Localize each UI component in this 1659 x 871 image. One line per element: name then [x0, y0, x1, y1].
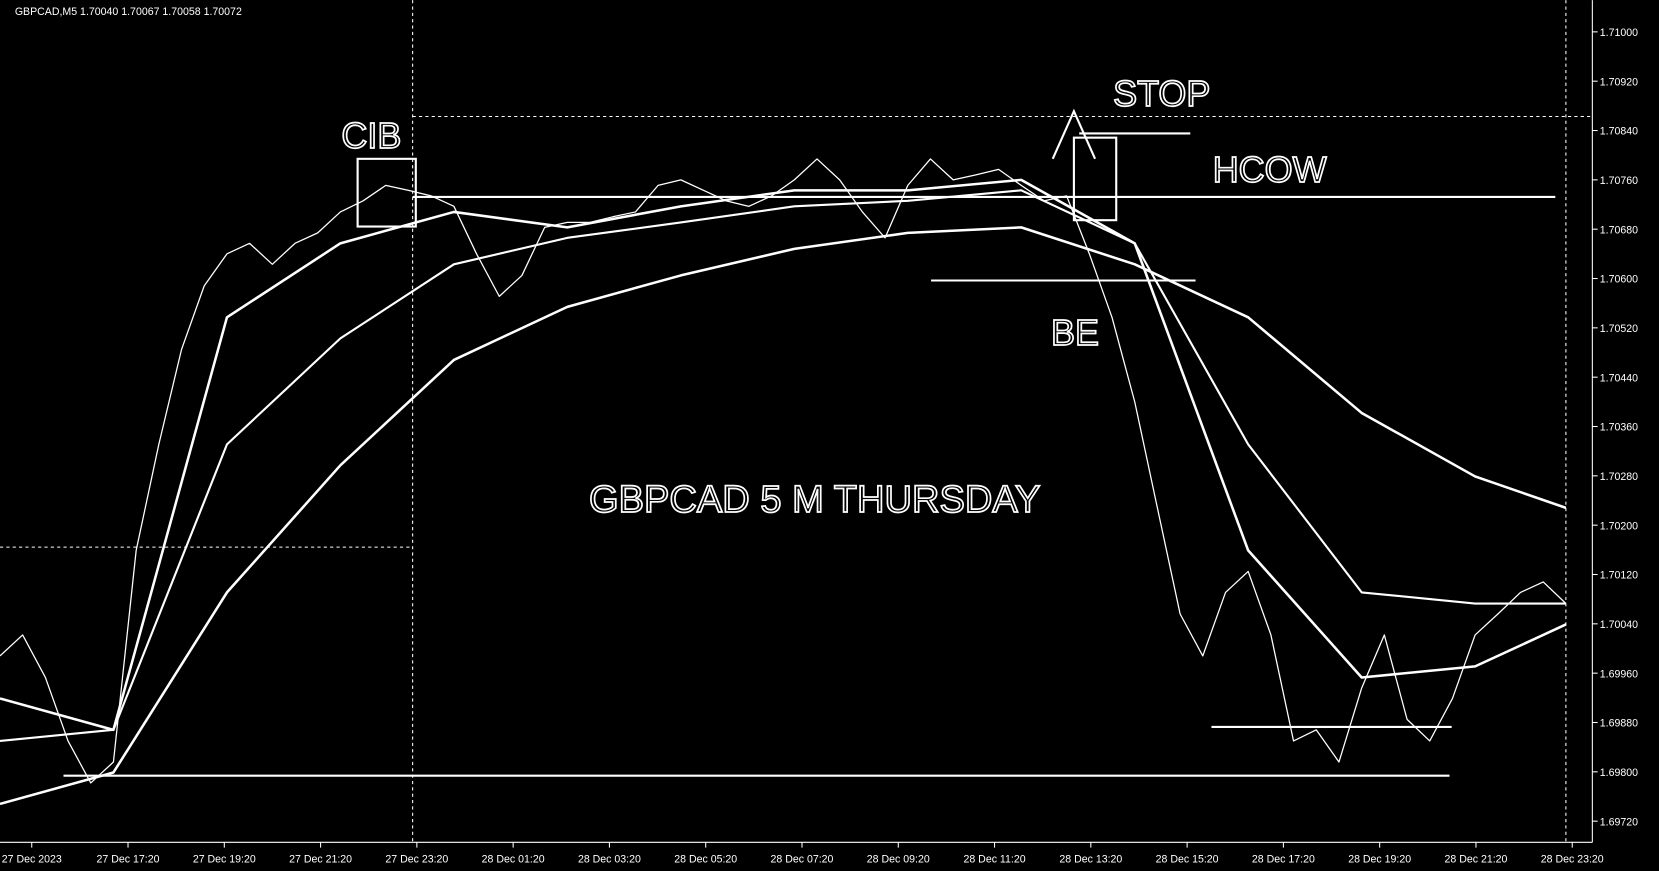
price-line	[0, 178, 1567, 732]
annotation: STOP	[1113, 73, 1210, 114]
y-tick-label: 1.70280	[1600, 471, 1638, 483]
y-tick-label: 1.70360	[1600, 422, 1638, 434]
y-tick-label: 1.70600	[1600, 274, 1638, 286]
x-tick-label: 27 Dec 21:20	[289, 853, 352, 865]
y-tick-label: 1.70040	[1600, 619, 1638, 631]
x-tick-label: 28 Dec 01:20	[482, 853, 545, 865]
chart-title: GBPCAD 5 M THURSDAY	[589, 479, 1040, 521]
x-tick-label: 28 Dec 21:20	[1444, 853, 1507, 865]
x-tick-label: 28 Dec 05:20	[674, 853, 737, 865]
y-tick-label: 1.70680	[1600, 224, 1638, 236]
x-tick-label: 27 Dec 2023	[2, 853, 62, 865]
y-tick-label: 1.69960	[1600, 668, 1638, 680]
price-line	[0, 226, 1567, 806]
annotation: CIB	[341, 115, 401, 156]
symbol-header: GBPCAD,M5 1.70040 1.70067 1.70058 1.7007…	[15, 6, 242, 18]
y-tick-label: 1.69720	[1600, 816, 1638, 828]
annotation: BE	[1051, 312, 1099, 353]
price-line	[0, 158, 1567, 784]
y-tick-label: 1.69880	[1600, 718, 1638, 730]
x-tick-label: 28 Dec 09:20	[867, 853, 930, 865]
y-tick-label: 1.70840	[1600, 126, 1638, 138]
plot-area: 1.69720 1.69800 1.69880 1.69960 1.70040 1.701…	[0, 27, 1638, 865]
y-tick-label: 1.69800	[1600, 767, 1638, 779]
y-tick-label: 1.70200	[1600, 520, 1638, 532]
x-tick-label: 28 Dec 11:20	[963, 853, 1025, 865]
price-line	[0, 189, 1566, 743]
y-tick-label: 1.70120	[1600, 570, 1638, 582]
x-tick-label: 28 Dec 03:20	[578, 853, 641, 865]
x-tick-label: 28 Dec 17:20	[1252, 853, 1315, 865]
x-tick-label: 27 Dec 23:20	[385, 853, 448, 865]
x-tick-label: 28 Dec 15:20	[1156, 853, 1219, 865]
annotation: HCOW	[1213, 149, 1327, 190]
y-tick-label: 1.70920	[1600, 76, 1638, 88]
x-tick-label: 27 Dec 19:20	[193, 853, 256, 865]
x-tick-label: 28 Dec 19:20	[1348, 853, 1411, 865]
head-marker	[1051, 108, 1097, 160]
y-tick-label: 1.71000	[1600, 27, 1638, 39]
x-tick-label: 27 Dec 17:20	[97, 853, 160, 865]
x-tick-label: 28 Dec 13:20	[1059, 853, 1122, 865]
y-tick-label: 1.70520	[1600, 323, 1638, 335]
y-tick-label: 1.70760	[1600, 175, 1638, 187]
x-tick-label: 28 Dec 07:20	[771, 853, 834, 865]
x-tick-label: 28 Dec 23:20	[1541, 853, 1604, 865]
y-tick-label: 1.70440	[1600, 372, 1638, 384]
